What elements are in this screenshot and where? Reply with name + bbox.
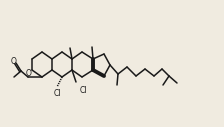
Text: Cl: Cl (53, 90, 61, 99)
Text: O: O (26, 69, 32, 78)
Text: Cl: Cl (80, 86, 88, 95)
Text: O: O (11, 58, 17, 67)
